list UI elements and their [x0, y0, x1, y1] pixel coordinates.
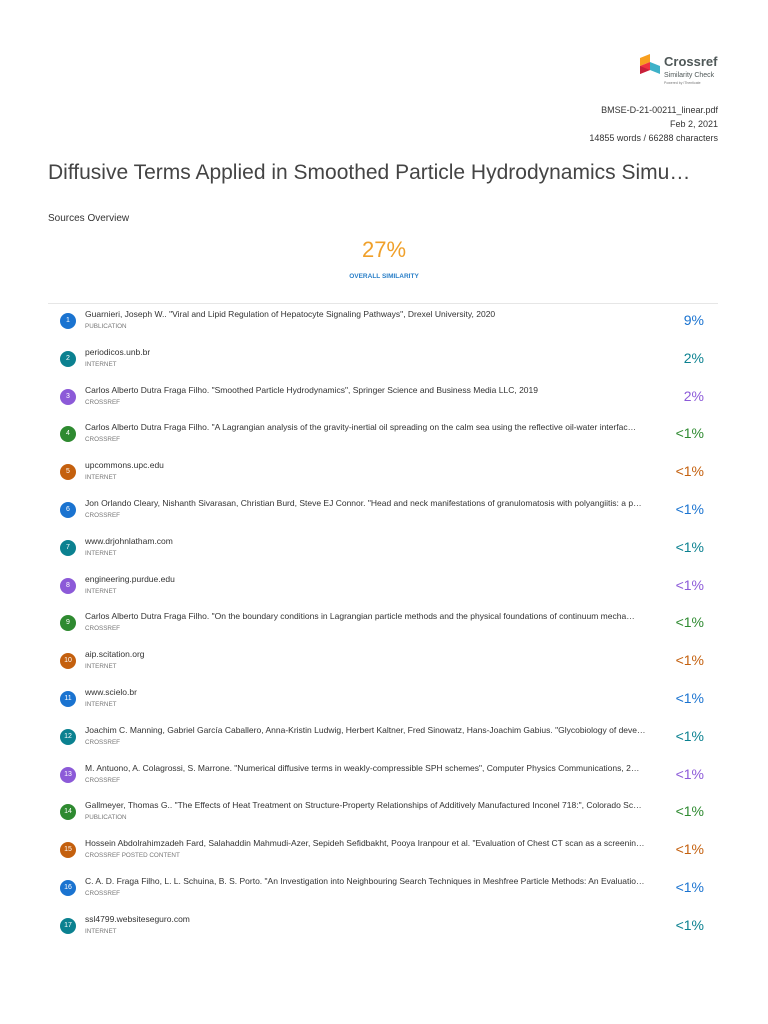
source-type: PUBLICATION — [85, 814, 127, 822]
source-type: CROSSREF — [85, 738, 120, 746]
source-title: ssl4799.websiteseguro.com — [85, 913, 190, 924]
source-percent: <1% — [675, 803, 704, 820]
overall-similarity: 27% — [361, 237, 407, 262]
source-number: 15 — [60, 842, 76, 859]
source-type: CROSSREF — [85, 512, 120, 519]
date: Feb 2, 2021 — [669, 119, 718, 129]
source-type: CROSSREF — [85, 776, 120, 784]
source-percent: <1% — [675, 690, 704, 706]
file-name: BMSE-D-21-00211_linear.pdf — [601, 105, 718, 115]
source-type: CROSSREF — [85, 398, 120, 406]
source-type: INTERNET — [85, 360, 117, 368]
logo-product: Similarity Check — [664, 72, 715, 79]
source-percent: <1% — [675, 463, 704, 480]
source-percent: <1% — [675, 916, 704, 933]
source-percent: 9% — [683, 312, 704, 328]
logo-name: Crossref — [664, 54, 718, 69]
source-number: 10 — [60, 653, 76, 670]
source-percent: <1% — [675, 501, 704, 517]
source-title: aip.scitation.org — [85, 649, 145, 660]
source-title: Carlos Alberto Dutra Fraga Filho. "On th… — [85, 611, 635, 622]
source-number: 9 — [60, 615, 76, 632]
source-percent: <1% — [675, 727, 704, 744]
source-type: INTERNET — [85, 587, 117, 595]
source-number: 11 — [60, 691, 76, 707]
source-percent: <1% — [675, 879, 704, 895]
word-count: 14855 words / 66288 characters — [589, 133, 718, 143]
source-number: 7 — [60, 539, 76, 556]
source-type: INTERNET — [85, 663, 117, 671]
source-number: 14 — [60, 804, 76, 821]
source-type: INTERNET — [85, 927, 117, 935]
section-heading: Sources Overview — [48, 213, 130, 224]
overall-similarity-label: OVERALL SIMILARITY — [349, 273, 419, 280]
source-number: 8 — [60, 577, 76, 594]
source-title: C. A. D. Fraga Filho, L. L. Schuina, B. … — [85, 876, 645, 886]
source-type: INTERNET — [85, 701, 117, 708]
source-number: 6 — [60, 502, 76, 518]
source-type: INTERNET — [85, 549, 117, 557]
source-title: engineering.purdue.edu — [85, 573, 175, 584]
source-number: 1 — [60, 313, 76, 329]
source-type: PUBLICATION — [85, 323, 127, 330]
source-number: 4 — [60, 426, 76, 443]
source-percent: <1% — [675, 614, 704, 631]
source-percent: <1% — [675, 538, 704, 555]
source-type: INTERNET — [85, 474, 117, 482]
source-percent: 2% — [683, 349, 704, 366]
document-title: Diffusive Terms Applied in Smoothed Part… — [48, 161, 691, 184]
source-number: 2 — [60, 350, 76, 367]
source-number: 16 — [60, 880, 76, 896]
source-type: CROSSREF — [85, 890, 120, 897]
source-title: Gallmeyer, Thomas G.. "The Effects of He… — [85, 800, 642, 811]
source-number: 5 — [60, 464, 76, 481]
divider — [48, 303, 718, 304]
source-title: www.drjohnlatham.com — [85, 535, 173, 546]
source-title: Jon Orlando Cleary, Nishanth Sivarasan, … — [85, 498, 642, 508]
source-percent: <1% — [675, 576, 704, 593]
source-title: Hossein Abdolrahimzadeh Fard, Salahaddin… — [85, 838, 645, 849]
source-number: 13 — [60, 766, 76, 783]
source-number: 17 — [60, 917, 76, 934]
source-title: Guarnieri, Joseph W.. "Viral and Lipid R… — [85, 309, 496, 319]
source-title: www.scielo.br — [85, 687, 137, 697]
source-title: M. Antuono, A. Colagrossi, S. Marrone. "… — [85, 762, 640, 773]
crossref-logo-mark — [640, 54, 660, 74]
source-number: 12 — [60, 728, 76, 745]
source-percent: <1% — [675, 765, 704, 782]
source-title: Carlos Alberto Dutra Fraga Filho. "A Lag… — [85, 422, 637, 433]
source-title: Carlos Alberto Dutra Fraga Filho. "Smoot… — [85, 384, 538, 395]
source-percent: 2% — [683, 387, 704, 404]
source-percent: <1% — [675, 841, 704, 858]
source-title: Joachim C. Manning, Gabriel García Cabal… — [85, 724, 646, 735]
source-percent: <1% — [675, 652, 704, 669]
source-title: upcommons.upc.edu — [85, 460, 164, 471]
source-type: CROSSREF — [85, 625, 120, 633]
source-percent: <1% — [675, 425, 704, 442]
logo-tagline: Powered by iThenticate — [664, 81, 701, 85]
source-type: CROSSREF POSTED CONTENT — [85, 852, 180, 860]
source-type: CROSSREF — [85, 436, 120, 444]
source-title: periodicos.unb.br — [85, 346, 151, 357]
source-number: 3 — [60, 388, 76, 405]
